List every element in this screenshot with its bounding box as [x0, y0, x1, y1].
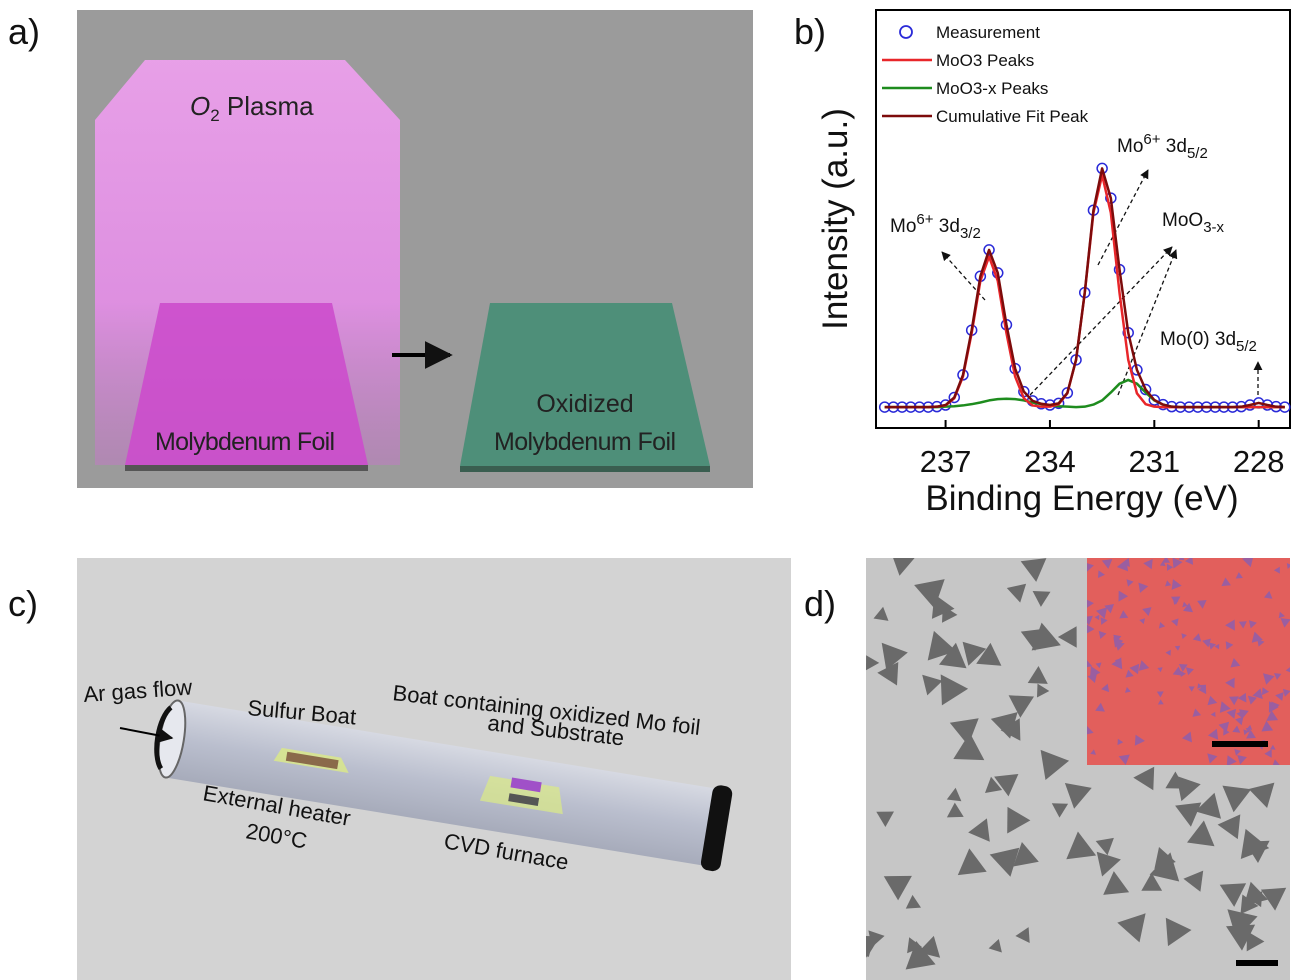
panel-d	[855, 553, 1292, 980]
oxidized-label: Oxidized	[536, 390, 633, 418]
x-tick-label: 231	[1128, 444, 1180, 479]
annotation-part: 3d	[934, 216, 960, 237]
x-tick-label: 234	[1024, 444, 1076, 479]
annotation-part: MoO	[1162, 210, 1203, 231]
x-tick-label: 228	[1233, 444, 1285, 479]
plasma-label: O2 Plasma	[190, 91, 314, 125]
x-axis-label: Binding Energy (eV)	[925, 479, 1238, 518]
annotation-part: 6+	[1143, 131, 1160, 148]
panel-b: 237 234 231 228Binding Energy (eV) Intensity…	[816, 10, 1290, 518]
panel-a: O2 Plasma Molybdenum Foil Oxidized Molyb…	[77, 10, 753, 488]
annotation-part: Mo(0) 3d	[1160, 329, 1236, 350]
text: O	[190, 91, 210, 121]
annotation-part: 6+	[916, 211, 933, 228]
foil-edge	[460, 466, 710, 472]
annotation-part: 5/2	[1236, 338, 1257, 355]
legend-label: MoO3 Peaks	[936, 51, 1034, 70]
panel-label: a)	[8, 11, 40, 52]
figure: a) b) c) d) O2 Plasma Molybdenum Foil Ox…	[0, 0, 1295, 980]
annotation-part: Mo	[890, 216, 916, 237]
legend-label: MoO3-x Peaks	[936, 79, 1048, 98]
panel-label: c)	[8, 583, 38, 624]
inset-flake	[1179, 555, 1185, 560]
panel-label: d)	[804, 583, 836, 624]
annotation-part: 5/2	[1187, 145, 1208, 162]
oxidized-label: Molybdenum Foil	[494, 428, 676, 456]
scale-bar	[1236, 960, 1278, 966]
annotation-part: Mo	[1117, 136, 1143, 157]
text: Plasma	[220, 91, 314, 121]
annotation-part: 3/2	[960, 225, 981, 242]
text: 2	[210, 106, 219, 125]
foil-edge	[125, 465, 368, 471]
panel-c: Ar gas flow Sulfur Boat Boat containing …	[77, 558, 791, 980]
legend-label: Measurement	[936, 23, 1040, 42]
annotation-part: 3d	[1161, 136, 1187, 157]
legend-label: Cumulative Fit Peak	[936, 107, 1089, 126]
x-tick-label: 237	[920, 444, 972, 479]
y-axis-label: Intensity (a.u.)	[816, 108, 855, 330]
panel-label: b)	[794, 11, 826, 52]
foil-label: Molybdenum Foil	[155, 428, 335, 456]
scale-bar	[1212, 741, 1268, 747]
annotation-part: 3-x	[1203, 219, 1224, 236]
